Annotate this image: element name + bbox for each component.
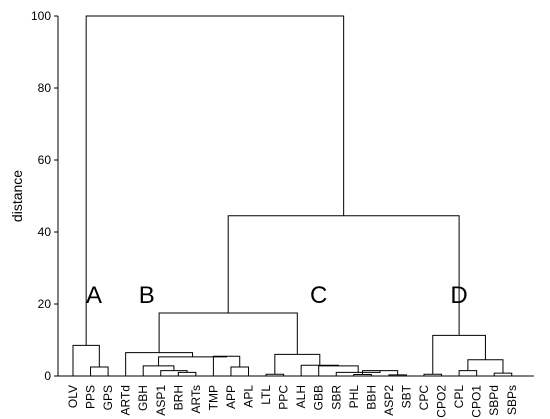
dendrogram-link — [467, 359, 504, 374]
leaf-label: CPO2 — [435, 385, 449, 418]
leaf-label: ARTd — [119, 385, 133, 415]
dendrogram-link — [160, 370, 188, 376]
leaf-label: SBT — [399, 384, 413, 408]
leaf-label: TMP — [206, 385, 220, 410]
leaf-label: PPC — [277, 385, 291, 410]
dendrogram-link — [274, 353, 321, 375]
dendrogram-link — [458, 370, 478, 376]
dendrogram-link — [72, 344, 100, 376]
leaf-label: BRH — [171, 385, 185, 410]
dendrogram-link — [227, 215, 460, 336]
cluster-label: B — [139, 282, 155, 309]
dendrogram-link — [230, 366, 249, 376]
axis-layer: distance — [9, 16, 534, 377]
leaf-label: ALH — [294, 385, 308, 408]
leaf-label: CPO1 — [470, 385, 484, 418]
x-labels-layer: OLV PPS GPS ARTd GBH ASP1 BRH ARTs TMP APP APL LTL P… — [66, 384, 519, 417]
leaf-label: CPC — [417, 385, 431, 411]
y-axis-title: distance — [9, 170, 25, 222]
leaf-label: GPS — [101, 385, 115, 410]
dendrogram-link — [212, 355, 241, 376]
y-tick-label: 20 — [38, 297, 52, 311]
leaf-label: SBR — [329, 385, 343, 410]
dendrogram-link — [318, 365, 359, 376]
leaf-label: GBH — [136, 385, 150, 411]
leaf-label: SBPd — [487, 385, 501, 416]
dendrogram-link — [177, 371, 197, 376]
dendrogram-link — [300, 364, 339, 376]
leaf-label: CPL — [452, 385, 466, 409]
leaf-label: LTL — [259, 385, 273, 405]
leaf-label: ASP2 — [382, 385, 396, 416]
dendrogram-link — [158, 312, 298, 355]
dendrogram-link — [90, 366, 109, 376]
links-layer — [72, 15, 513, 376]
cluster-label: A — [86, 282, 102, 309]
annotations-layer: A B C D — [86, 282, 468, 309]
y-tick-label: 0 — [44, 369, 51, 383]
y-ticks-layer: 0 20 40 60 80 100 — [31, 9, 58, 383]
dendrogram-link — [85, 15, 345, 346]
leaf-label: GBB — [312, 385, 326, 410]
cluster-label: D — [450, 282, 467, 309]
leaf-label: BBH — [364, 385, 378, 410]
leaf-label: ASP1 — [154, 385, 168, 416]
leaf-label: PPS — [84, 385, 98, 409]
leaf-label: OLV — [66, 385, 80, 408]
leaf-label: ARTs — [189, 385, 203, 413]
leaf-label: APL — [242, 385, 256, 408]
cluster-label: C — [310, 282, 327, 309]
leaf-label: APP — [224, 385, 238, 409]
leaf-label: SBPs — [505, 385, 519, 415]
dendrogram-link — [432, 334, 486, 375]
y-tick-label: 100 — [31, 9, 51, 23]
y-tick-label: 60 — [38, 153, 52, 167]
y-tick-label: 80 — [38, 81, 52, 95]
y-tick-label: 40 — [38, 225, 52, 239]
dendrogram-link — [158, 356, 228, 366]
leaf-label: PHL — [347, 385, 361, 409]
